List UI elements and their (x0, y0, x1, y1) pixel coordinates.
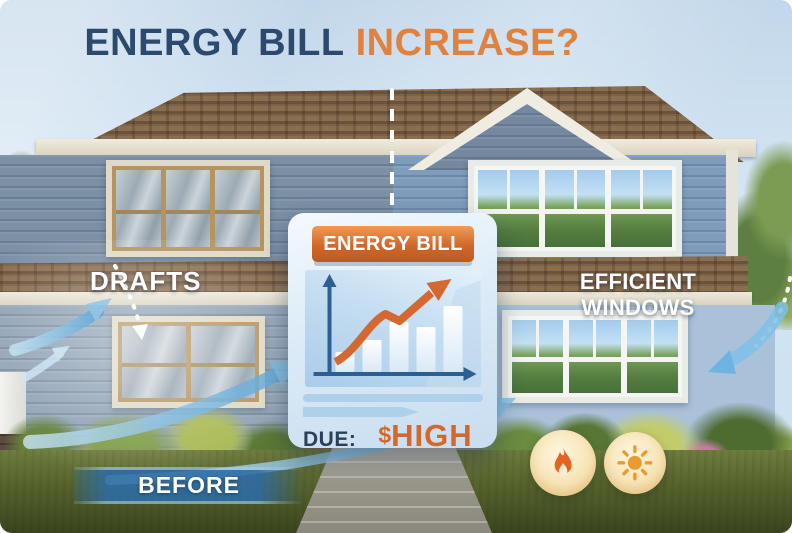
bill-text-stripe-arrow (303, 407, 419, 417)
flame-icon (554, 446, 572, 476)
window-upper-left-drafty (106, 160, 270, 257)
clear-glass-pane (626, 320, 678, 393)
dashed-arrow-left-icon (113, 264, 148, 340)
bill-chart-svg (313, 274, 481, 387)
draft-haze-overlay (0, 240, 310, 470)
dashed-divider-line (390, 88, 394, 216)
page-title: ENERGY BILL INCREASE? (0, 22, 664, 65)
clear-glass-pane (512, 320, 564, 393)
drafts-label: DRAFTS (90, 266, 202, 296)
sun-icon (617, 445, 653, 481)
title-orange-text: INCREASE? (355, 22, 580, 64)
trend-up-arrow-icon (333, 279, 452, 366)
due-label: DUE: (303, 428, 357, 451)
down-left-arrow-icon (708, 276, 792, 374)
bill-chart-bars (335, 306, 463, 372)
before-banner: BEFORE (74, 467, 304, 504)
hazy-glass-pane (116, 170, 161, 247)
efficient-windows-label: EFFICIENT WINDOWS (579, 269, 697, 320)
title-navy-text: ENERGY BILL (84, 22, 345, 64)
energy-bill-card: ENERGY BILL (288, 213, 497, 453)
amount-currency: $ (378, 422, 392, 448)
clear-glass-pane (544, 170, 606, 247)
sunlight-badge (604, 432, 666, 494)
bill-text-stripe (303, 394, 483, 402)
heating-badge (530, 430, 596, 496)
energy-bill-card-header: ENERGY BILL (312, 226, 474, 262)
hazy-glass-pane (165, 170, 211, 247)
window-upper-right-efficient (468, 160, 682, 257)
hazy-glass-pane (122, 326, 186, 398)
chart-axes (313, 274, 477, 381)
due-amount-row: DUE: $ HIGH (303, 418, 493, 454)
hazy-glass-pane (215, 170, 261, 247)
before-label: BEFORE (138, 472, 240, 498)
clear-glass-pane (569, 320, 621, 393)
amount-value: HIGH (391, 418, 473, 453)
clear-glass-pane (611, 170, 673, 247)
bill-chart (305, 270, 481, 387)
window-lower-right-efficient (502, 310, 688, 403)
